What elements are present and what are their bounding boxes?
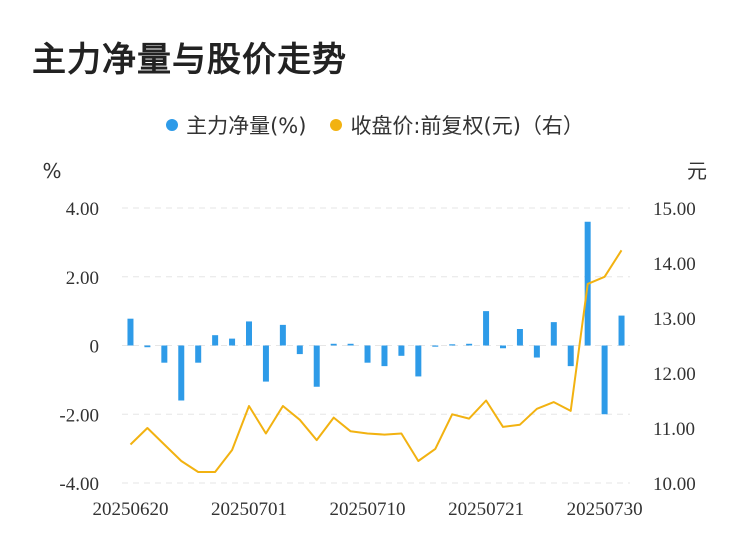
net-volume-bar bbox=[296, 345, 303, 355]
left-axis-tick-label: -2.00 bbox=[59, 405, 99, 426]
legend: 主力净量(%) 收盘价:前复权(元)（右） bbox=[0, 110, 750, 140]
net-volume-bar bbox=[178, 345, 185, 401]
net-volume-bar bbox=[127, 318, 134, 346]
chart-title: 主力净量与股价走势 bbox=[32, 40, 347, 80]
legend-label-close-price: 收盘价:前复权(元)（右） bbox=[350, 114, 584, 138]
net-volume-bar bbox=[144, 345, 151, 348]
right-axis-tick-label: 11.00 bbox=[653, 419, 695, 440]
right-axis-unit: 元 bbox=[687, 159, 707, 183]
net-volume-bar bbox=[567, 345, 574, 367]
left-axis-tick-label: 0 bbox=[90, 337, 100, 358]
net-volume-bar bbox=[364, 345, 371, 363]
net-volume-bar bbox=[483, 311, 490, 346]
legend-item-net-volume[interactable]: 主力净量(%) bbox=[166, 110, 306, 140]
left-axis-tick-label: -4.00 bbox=[59, 474, 99, 495]
right-axis-tick-label: 10.00 bbox=[653, 474, 696, 495]
net-volume-bar bbox=[415, 345, 422, 377]
net-volume-bar bbox=[381, 345, 388, 367]
net-volume-bar bbox=[330, 343, 337, 346]
x-axis-tick-label: 20250620 bbox=[92, 499, 168, 520]
net-volume-bar bbox=[313, 345, 320, 387]
legend-label-net-volume: 主力净量(%) bbox=[186, 114, 307, 138]
legend-item-close-price[interactable]: 收盘价:前复权(元)（右） bbox=[330, 110, 584, 140]
net-volume-bar bbox=[601, 345, 608, 415]
right-axis-tick-label: 12.00 bbox=[653, 364, 696, 385]
net-volume-bar bbox=[161, 345, 168, 363]
net-volume-bar bbox=[246, 321, 252, 346]
net-volume-bar bbox=[262, 345, 269, 382]
net-volume-bar bbox=[432, 345, 439, 347]
close-price-line bbox=[129, 249, 623, 473]
net-volume-bar bbox=[449, 344, 456, 346]
net-volume-bar bbox=[212, 335, 219, 346]
left-axis-tick-label: 2.00 bbox=[66, 268, 99, 289]
legend-marker-close-price bbox=[330, 119, 343, 131]
net-volume-bar bbox=[347, 343, 354, 346]
right-axis-tick-label: 13.00 bbox=[653, 309, 696, 330]
right-axis-tick-label: 15.00 bbox=[653, 199, 696, 220]
net-volume-bar bbox=[618, 315, 625, 346]
x-axis-tick-label: 20250710 bbox=[330, 499, 406, 520]
legend-marker-net-volume bbox=[166, 119, 179, 131]
net-volume-bar bbox=[229, 338, 236, 346]
net-volume-bar bbox=[516, 329, 523, 346]
x-axis-tick-label: 20250701 bbox=[211, 499, 287, 520]
net-volume-bar bbox=[279, 324, 286, 346]
left-axis-tick-label: 4.00 bbox=[66, 199, 99, 220]
left-axis-unit: % bbox=[42, 159, 61, 183]
x-axis-tick-label: 20250730 bbox=[567, 499, 643, 520]
net-volume-bar bbox=[500, 345, 506, 349]
net-volume-bar bbox=[550, 322, 557, 346]
net-volume-bar bbox=[195, 345, 202, 363]
net-volume-bar bbox=[398, 345, 405, 356]
net-volume-bar bbox=[533, 345, 540, 358]
right-axis-tick-label: 14.00 bbox=[653, 254, 696, 275]
net-volume-bar bbox=[466, 343, 473, 346]
x-axis-tick-label: 20250721 bbox=[448, 499, 524, 520]
